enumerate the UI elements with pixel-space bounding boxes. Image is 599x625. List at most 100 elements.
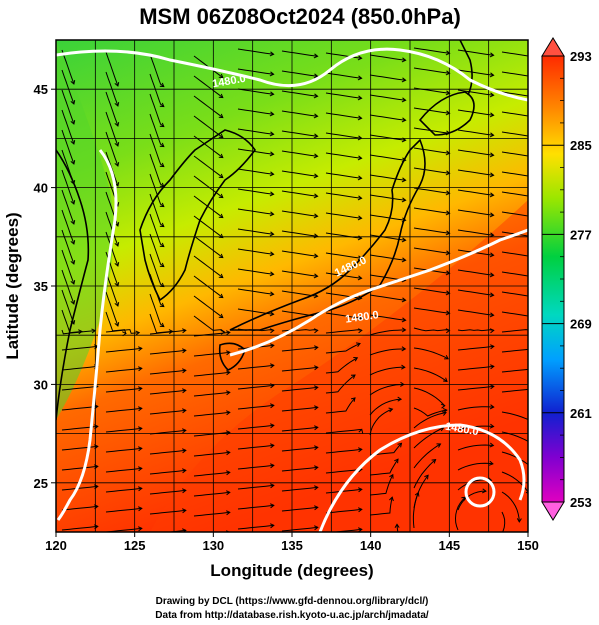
streamline xyxy=(457,385,494,391)
streamline-arrow xyxy=(394,523,400,529)
streamline-arrow xyxy=(313,485,319,491)
streamline-arrow xyxy=(534,329,538,333)
streamline-arrow xyxy=(269,311,275,317)
streamline-arrow xyxy=(358,428,364,434)
streamline-arrow xyxy=(218,253,224,259)
streamline xyxy=(330,528,362,532)
streamline xyxy=(61,525,98,531)
streamline xyxy=(369,74,406,81)
streamline-arrow xyxy=(489,344,495,350)
streamline-arrow xyxy=(114,101,120,107)
streamline xyxy=(105,271,119,307)
streamline xyxy=(501,231,528,237)
streamlines xyxy=(61,47,538,547)
streamline xyxy=(61,345,98,351)
streamline xyxy=(501,348,528,353)
streamline xyxy=(149,133,165,167)
streamline xyxy=(325,112,362,119)
streamline-arrow xyxy=(181,368,187,374)
streamline-arrow xyxy=(445,250,451,256)
streamline xyxy=(457,329,494,332)
y-axis-ticks: 25 30 35 40 45 xyxy=(34,82,56,491)
streamline xyxy=(413,367,448,382)
streamline-arrow xyxy=(357,175,363,181)
streamline-arrow xyxy=(397,396,403,402)
streamline xyxy=(369,497,393,516)
streamline xyxy=(325,312,362,319)
streamline-arrow xyxy=(225,370,231,376)
x-axis-ticks: 120 125 130 135 140 145 150 xyxy=(45,532,539,553)
streamline xyxy=(457,490,486,511)
streamline-arrow xyxy=(269,51,275,57)
streamline-arrow xyxy=(159,202,165,208)
streamline-arrow xyxy=(401,257,407,263)
streamline-arrow xyxy=(181,468,187,474)
streamline xyxy=(454,496,466,531)
streamline xyxy=(501,71,528,77)
streamline-arrow xyxy=(357,235,363,241)
streamline xyxy=(369,94,406,101)
streamline xyxy=(61,445,98,451)
streamline xyxy=(413,147,450,154)
streamline xyxy=(413,427,444,449)
streamline-arrow xyxy=(114,281,120,287)
streamline-arrow xyxy=(489,252,495,258)
streamline-arrow xyxy=(401,137,407,143)
x-tick-label: 145 xyxy=(438,538,460,553)
streamline-arrow xyxy=(445,230,451,236)
streamline xyxy=(501,388,528,393)
streamline xyxy=(501,368,528,373)
streamline-arrow xyxy=(357,328,363,334)
streamline-arrow xyxy=(313,253,319,259)
streamline-arrow xyxy=(489,152,495,158)
coastline-korea-china xyxy=(139,129,256,302)
streamline-arrow xyxy=(93,524,99,530)
streamline xyxy=(149,73,165,107)
streamline-arrow xyxy=(443,377,448,382)
streamline-arrow xyxy=(489,92,495,98)
streamline xyxy=(149,349,186,355)
streamline xyxy=(457,149,494,156)
streamline-arrow xyxy=(269,191,275,197)
y-tick-label: 45 xyxy=(34,82,48,97)
streamline-arrow xyxy=(159,142,165,148)
streamline xyxy=(237,108,274,115)
streamline-arrow xyxy=(401,97,407,103)
streamline-arrow xyxy=(181,348,187,354)
streamline-arrow xyxy=(313,213,319,219)
streamline-arrow xyxy=(401,297,407,303)
streamline-arrow xyxy=(445,328,451,334)
streamline xyxy=(281,150,318,157)
streamline xyxy=(369,114,406,121)
streamline xyxy=(457,444,494,451)
streamline-arrow xyxy=(70,279,76,285)
streamline-arrow xyxy=(269,423,275,429)
streamline-arrow xyxy=(313,405,319,411)
streamline-arrow xyxy=(70,119,76,125)
streamline-arrow xyxy=(350,374,356,379)
streamline-arrow xyxy=(388,407,394,413)
streamline xyxy=(237,188,274,195)
streamline-arrow xyxy=(357,527,363,532)
streamline-arrow xyxy=(218,213,224,219)
streamline-arrow xyxy=(489,272,495,278)
streamline xyxy=(193,295,224,318)
streamline-arrow xyxy=(218,173,224,179)
streamline xyxy=(193,371,230,377)
streamline-arrow xyxy=(159,162,165,168)
colorbar-tick-label: 269 xyxy=(570,317,592,332)
streamline-arrow xyxy=(353,357,359,362)
colorbar-tick-label: 285 xyxy=(570,138,592,153)
streamline-arrow xyxy=(269,151,275,157)
streamline-arrow xyxy=(313,73,319,79)
streamline xyxy=(501,91,528,97)
streamline xyxy=(369,314,406,321)
streamline xyxy=(369,458,399,476)
streamline-arrow xyxy=(313,193,319,199)
streamline xyxy=(501,431,528,442)
streamline-arrow xyxy=(471,543,475,547)
streamline-arrow xyxy=(313,328,319,334)
streamline xyxy=(501,211,528,217)
streamline xyxy=(325,428,362,434)
streamline xyxy=(61,89,75,125)
